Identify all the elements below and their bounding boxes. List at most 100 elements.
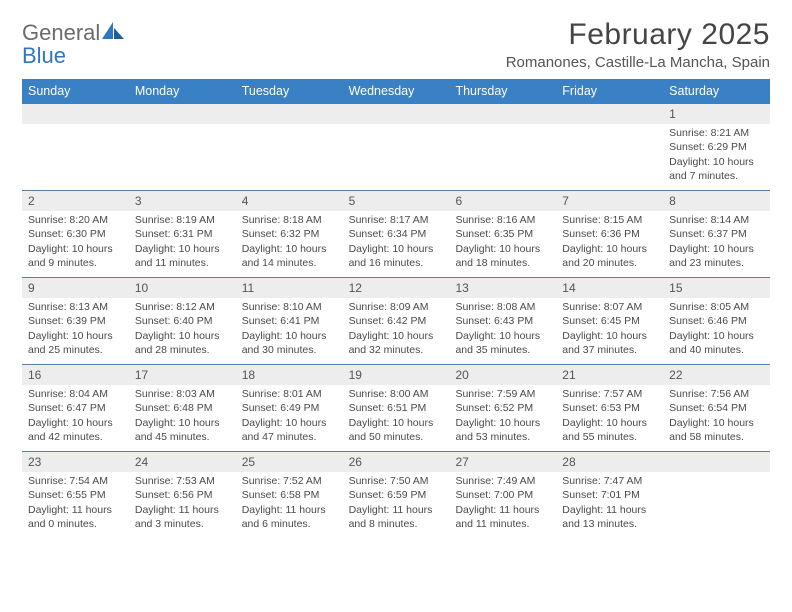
calendar-cell: 17Sunrise: 8:03 AMSunset: 6:48 PMDayligh… xyxy=(129,365,236,451)
calendar-cell: 7Sunrise: 8:15 AMSunset: 6:36 PMDaylight… xyxy=(556,191,663,277)
daylight-line-1: Daylight: 10 hours xyxy=(135,416,230,430)
day-number xyxy=(449,104,556,124)
calendar-cell-blank xyxy=(663,452,770,538)
day-number xyxy=(236,104,343,124)
cell-body: Sunrise: 8:13 AMSunset: 6:39 PMDaylight:… xyxy=(22,298,129,361)
daylight-line-1: Daylight: 10 hours xyxy=(562,329,657,343)
day-number: 11 xyxy=(236,278,343,298)
cell-body: Sunrise: 8:18 AMSunset: 6:32 PMDaylight:… xyxy=(236,211,343,274)
day-header: Wednesday xyxy=(343,79,450,104)
daylight-line-2: and 11 minutes. xyxy=(135,256,230,270)
weeks-container: 1Sunrise: 8:21 AMSunset: 6:29 PMDaylight… xyxy=(22,104,770,538)
sunset-text: Sunset: 6:36 PM xyxy=(562,227,657,241)
cell-body: Sunrise: 8:12 AMSunset: 6:40 PMDaylight:… xyxy=(129,298,236,361)
daylight-line-2: and 0 minutes. xyxy=(28,517,123,531)
brand-logo: General Blue xyxy=(22,18,124,68)
daylight-line-2: and 16 minutes. xyxy=(349,256,444,270)
daylight-line-1: Daylight: 10 hours xyxy=(455,242,550,256)
daylight-line-1: Daylight: 11 hours xyxy=(455,503,550,517)
day-number: 15 xyxy=(663,278,770,298)
daylight-line-2: and 6 minutes. xyxy=(242,517,337,531)
sunset-text: Sunset: 6:45 PM xyxy=(562,314,657,328)
sunrise-text: Sunrise: 8:20 AM xyxy=(28,213,123,227)
day-number xyxy=(663,452,770,472)
calendar-cell: 24Sunrise: 7:53 AMSunset: 6:56 PMDayligh… xyxy=(129,452,236,538)
sunset-text: Sunset: 7:01 PM xyxy=(562,488,657,502)
daylight-line-1: Daylight: 10 hours xyxy=(349,416,444,430)
day-number: 17 xyxy=(129,365,236,385)
sunrise-text: Sunrise: 8:08 AM xyxy=(455,300,550,314)
day-number: 24 xyxy=(129,452,236,472)
calendar-cell: 27Sunrise: 7:49 AMSunset: 7:00 PMDayligh… xyxy=(449,452,556,538)
week-row: 16Sunrise: 8:04 AMSunset: 6:47 PMDayligh… xyxy=(22,364,770,451)
sunset-text: Sunset: 6:34 PM xyxy=(349,227,444,241)
day-number: 7 xyxy=(556,191,663,211)
calendar-cell: 5Sunrise: 8:17 AMSunset: 6:34 PMDaylight… xyxy=(343,191,450,277)
calendar-cell-blank xyxy=(236,104,343,190)
sunrise-text: Sunrise: 8:19 AM xyxy=(135,213,230,227)
sunrise-text: Sunrise: 7:50 AM xyxy=(349,474,444,488)
location-subtitle: Romanones, Castille-La Mancha, Spain xyxy=(506,54,770,71)
calendar-cell: 1Sunrise: 8:21 AMSunset: 6:29 PMDaylight… xyxy=(663,104,770,190)
daylight-line-1: Daylight: 11 hours xyxy=(562,503,657,517)
header: General Blue February 2025 Romanones, Ca… xyxy=(22,18,770,71)
calendar-cell: 20Sunrise: 7:59 AMSunset: 6:52 PMDayligh… xyxy=(449,365,556,451)
sunset-text: Sunset: 6:31 PM xyxy=(135,227,230,241)
brand-name-2: Blue xyxy=(22,43,66,68)
calendar-cell: 16Sunrise: 8:04 AMSunset: 6:47 PMDayligh… xyxy=(22,365,129,451)
sunrise-text: Sunrise: 8:00 AM xyxy=(349,387,444,401)
calendar-cell: 21Sunrise: 7:57 AMSunset: 6:53 PMDayligh… xyxy=(556,365,663,451)
daylight-line-2: and 55 minutes. xyxy=(562,430,657,444)
daylight-line-2: and 53 minutes. xyxy=(455,430,550,444)
calendar-cell-blank xyxy=(22,104,129,190)
daylight-line-2: and 45 minutes. xyxy=(135,430,230,444)
day-header: Thursday xyxy=(449,79,556,104)
sunrise-text: Sunrise: 8:04 AM xyxy=(28,387,123,401)
day-number: 8 xyxy=(663,191,770,211)
sunset-text: Sunset: 6:43 PM xyxy=(455,314,550,328)
calendar-cell: 19Sunrise: 8:00 AMSunset: 6:51 PMDayligh… xyxy=(343,365,450,451)
cell-body: Sunrise: 8:09 AMSunset: 6:42 PMDaylight:… xyxy=(343,298,450,361)
title-block: February 2025 Romanones, Castille-La Man… xyxy=(506,18,770,71)
cell-body: Sunrise: 7:52 AMSunset: 6:58 PMDaylight:… xyxy=(236,472,343,535)
cell-body: Sunrise: 7:50 AMSunset: 6:59 PMDaylight:… xyxy=(343,472,450,535)
cell-body: Sunrise: 7:53 AMSunset: 6:56 PMDaylight:… xyxy=(129,472,236,535)
cell-body: Sunrise: 8:10 AMSunset: 6:41 PMDaylight:… xyxy=(236,298,343,361)
week-row: 23Sunrise: 7:54 AMSunset: 6:55 PMDayligh… xyxy=(22,451,770,538)
sunset-text: Sunset: 6:35 PM xyxy=(455,227,550,241)
sunset-text: Sunset: 7:00 PM xyxy=(455,488,550,502)
day-number: 23 xyxy=(22,452,129,472)
day-number xyxy=(343,104,450,124)
sunset-text: Sunset: 6:54 PM xyxy=(669,401,764,415)
day-number: 12 xyxy=(343,278,450,298)
day-number: 19 xyxy=(343,365,450,385)
calendar-cell: 12Sunrise: 8:09 AMSunset: 6:42 PMDayligh… xyxy=(343,278,450,364)
sunrise-text: Sunrise: 8:07 AM xyxy=(562,300,657,314)
daylight-line-1: Daylight: 10 hours xyxy=(135,329,230,343)
calendar-cell-blank xyxy=(129,104,236,190)
daylight-line-1: Daylight: 10 hours xyxy=(455,416,550,430)
day-number xyxy=(129,104,236,124)
sunrise-text: Sunrise: 8:21 AM xyxy=(669,126,764,140)
daylight-line-2: and 50 minutes. xyxy=(349,430,444,444)
sunrise-text: Sunrise: 8:01 AM xyxy=(242,387,337,401)
sunset-text: Sunset: 6:30 PM xyxy=(28,227,123,241)
daylight-line-2: and 25 minutes. xyxy=(28,343,123,357)
calendar-cell: 10Sunrise: 8:12 AMSunset: 6:40 PMDayligh… xyxy=(129,278,236,364)
sunrise-text: Sunrise: 8:09 AM xyxy=(349,300,444,314)
daylight-line-1: Daylight: 10 hours xyxy=(562,416,657,430)
day-number: 20 xyxy=(449,365,556,385)
week-row: 9Sunrise: 8:13 AMSunset: 6:39 PMDaylight… xyxy=(22,277,770,364)
cell-body: Sunrise: 7:47 AMSunset: 7:01 PMDaylight:… xyxy=(556,472,663,535)
calendar-cell: 6Sunrise: 8:16 AMSunset: 6:35 PMDaylight… xyxy=(449,191,556,277)
calendar-cell: 14Sunrise: 8:07 AMSunset: 6:45 PMDayligh… xyxy=(556,278,663,364)
daylight-line-2: and 20 minutes. xyxy=(562,256,657,270)
calendar-cell: 3Sunrise: 8:19 AMSunset: 6:31 PMDaylight… xyxy=(129,191,236,277)
day-number xyxy=(22,104,129,124)
daylight-line-1: Daylight: 11 hours xyxy=(135,503,230,517)
daylight-line-1: Daylight: 10 hours xyxy=(28,329,123,343)
sunset-text: Sunset: 6:48 PM xyxy=(135,401,230,415)
sunset-text: Sunset: 6:52 PM xyxy=(455,401,550,415)
brand-name-1: General xyxy=(22,20,100,45)
sunrise-text: Sunrise: 8:05 AM xyxy=(669,300,764,314)
